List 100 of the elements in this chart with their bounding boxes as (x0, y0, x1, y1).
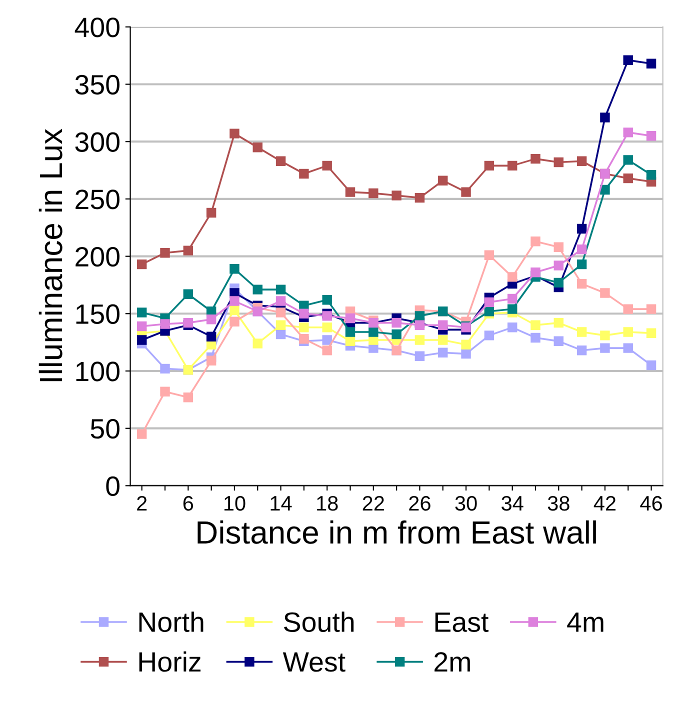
point (345, 187, 356, 197)
x-tick-label: 18 (317, 496, 338, 511)
point (576, 224, 587, 234)
x-tick-label: 26 (409, 496, 430, 511)
legend-label: 2m (434, 652, 470, 672)
point (646, 304, 656, 314)
point (576, 259, 587, 270)
y-tick-label: 0 (106, 476, 120, 496)
point (345, 327, 356, 337)
y-tick-label: 200 (76, 246, 120, 267)
point (322, 322, 332, 332)
point (252, 142, 262, 152)
point (160, 319, 170, 329)
point (230, 264, 240, 274)
point (276, 156, 286, 166)
point (623, 55, 633, 66)
point (414, 192, 425, 203)
point (554, 278, 564, 288)
point (368, 327, 378, 337)
legend-label: 4m (567, 612, 604, 632)
point (136, 259, 147, 270)
point (507, 304, 518, 314)
y-axis-title: Illuminance in Lux (38, 128, 62, 382)
x-tick-label: 6 (183, 496, 194, 511)
point (461, 340, 471, 350)
legend-label: South (284, 612, 354, 632)
point (206, 356, 216, 366)
x-tick-label: 2 (137, 496, 147, 511)
point (136, 308, 147, 318)
point (646, 360, 656, 370)
point (160, 386, 170, 396)
point (252, 284, 262, 294)
point (554, 242, 564, 252)
point (276, 308, 286, 318)
point (600, 112, 610, 122)
legend-label: Horiz (139, 651, 201, 672)
x-tick-label: 10 (224, 496, 246, 511)
point (484, 306, 494, 316)
point (276, 320, 286, 330)
point (299, 308, 309, 319)
point (484, 160, 494, 171)
x-tick-label: 34 (502, 496, 524, 511)
point (576, 278, 587, 289)
point (368, 188, 378, 198)
y-tick-label: 300 (75, 132, 120, 152)
point (414, 311, 425, 321)
y-tick-label: 350 (75, 74, 120, 95)
point (623, 343, 633, 353)
point (299, 322, 309, 332)
point (252, 338, 262, 348)
x-tick-label: 14 (270, 496, 292, 511)
x-tick-label: 38 (548, 496, 570, 511)
point (507, 322, 518, 332)
point (530, 154, 540, 164)
point (623, 304, 633, 314)
point (206, 208, 216, 218)
point (183, 318, 194, 328)
point (600, 184, 610, 195)
point (392, 329, 402, 340)
point (484, 297, 494, 308)
point (576, 345, 587, 356)
point (438, 176, 448, 186)
point (230, 128, 240, 138)
legend-label: North (139, 612, 204, 632)
point (183, 246, 194, 256)
point (183, 289, 194, 300)
y-tick-label: 250 (76, 190, 120, 210)
point (299, 168, 309, 179)
x-tick-label: 30 (455, 496, 477, 511)
y-tick-label: 150 (76, 304, 120, 324)
point (438, 320, 448, 330)
point (576, 244, 587, 254)
point (230, 305, 240, 316)
x-tick-label: 46 (640, 496, 662, 511)
point (136, 335, 147, 345)
point (230, 316, 240, 327)
point (414, 351, 425, 361)
point (623, 155, 633, 165)
point (414, 335, 425, 345)
point (600, 343, 610, 353)
point (160, 364, 170, 374)
point (160, 248, 170, 258)
point (646, 58, 656, 68)
point (623, 327, 633, 337)
point (646, 170, 656, 180)
x-tick-label: 42 (594, 496, 616, 511)
legend-label: East (435, 612, 489, 632)
y-tick-label: 50 (90, 419, 120, 439)
point (230, 296, 240, 306)
point (507, 160, 518, 171)
point (461, 187, 471, 197)
point (554, 260, 564, 270)
point (206, 314, 216, 324)
point (299, 334, 309, 344)
legend-label: West (282, 652, 346, 672)
point (345, 313, 356, 324)
point (484, 330, 494, 340)
point (600, 330, 610, 340)
y-tick-label: 100 (76, 362, 120, 382)
point (392, 318, 402, 328)
